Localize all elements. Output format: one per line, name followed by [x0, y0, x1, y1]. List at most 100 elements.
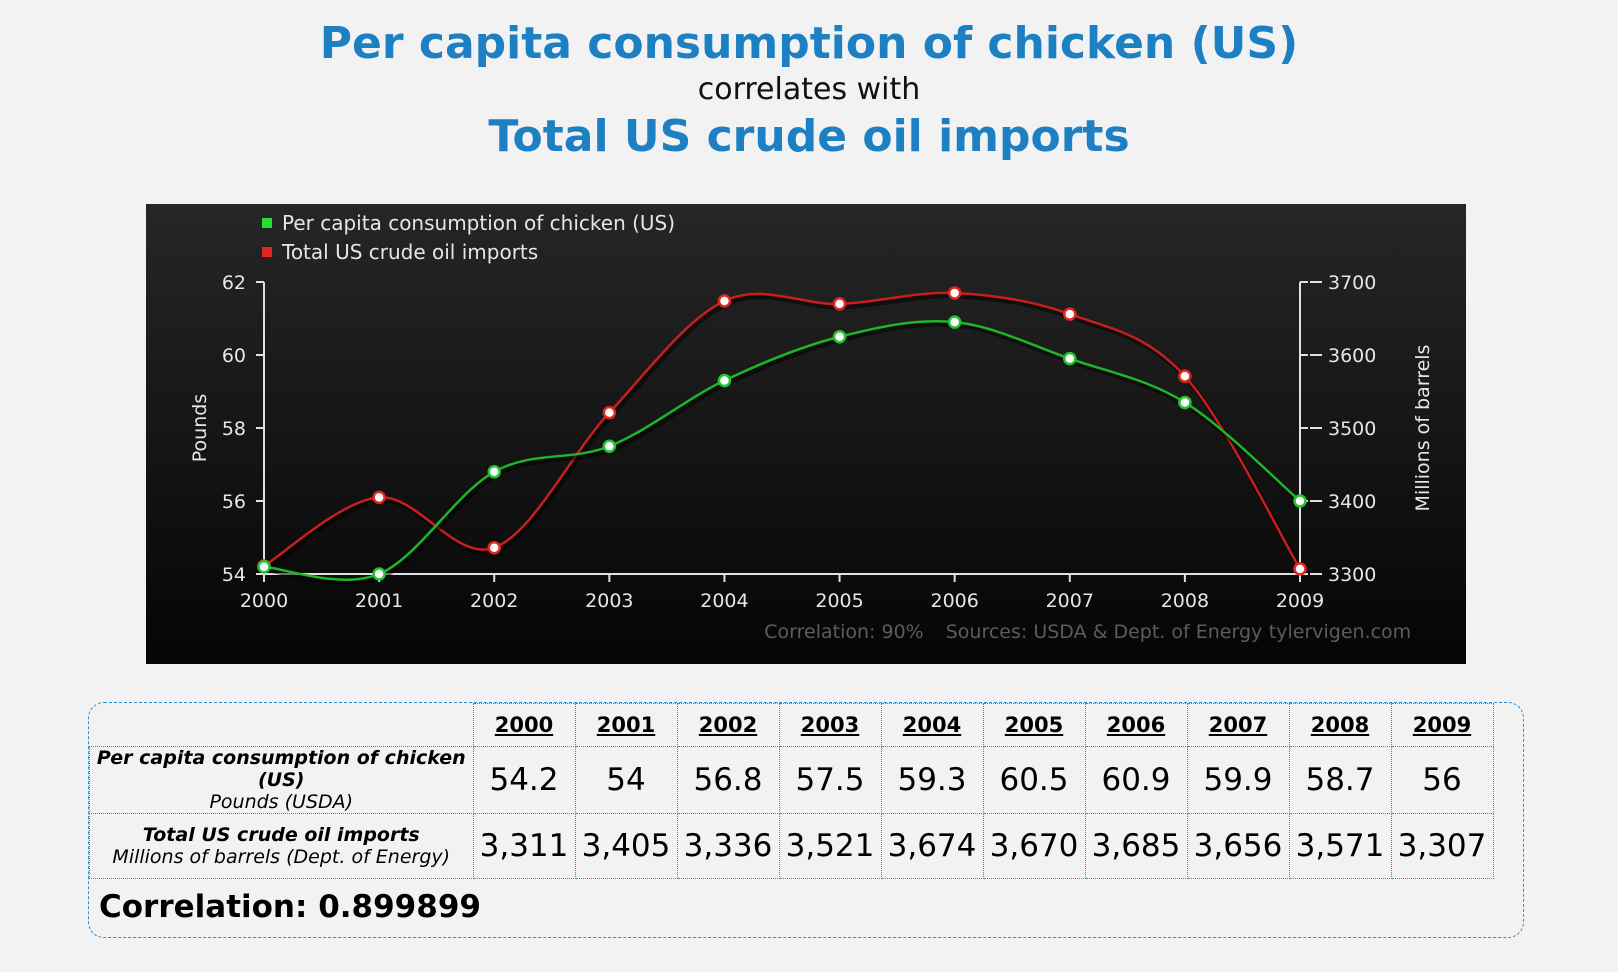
- x-tick-label: 2004: [700, 590, 748, 612]
- x-tick-label: 2002: [470, 590, 518, 612]
- data-point-chicken: [717, 373, 732, 388]
- data-point-chicken: [947, 315, 962, 329]
- line-chart: 54 56 58 60 62 3300 3400 3500 3600 3700 2000 2001 20…: [189, 211, 1434, 643]
- data-point-chicken: [372, 567, 386, 581]
- page-subtitle: Total US crude oil imports: [488, 111, 1130, 162]
- table-cell: 59.3: [880, 746, 984, 814]
- table-cell: 58.7: [1288, 746, 1392, 814]
- table-cell: 3,336: [676, 813, 780, 879]
- data-point-oil: [372, 490, 386, 505]
- data-point-chicken: [487, 465, 501, 479]
- x-tick-label: 2008: [1161, 590, 1209, 612]
- data-point-oil: [1063, 307, 1077, 321]
- y-right-axis-label: Millions of barrels: [1412, 345, 1434, 512]
- row-label: Total US crude oil imports Millions of b…: [89, 813, 474, 879]
- table-cell: 56.8: [676, 746, 780, 814]
- data-point-oil: [1293, 562, 1307, 576]
- x-tick-label: 2009: [1276, 590, 1324, 612]
- data-point-chicken: [602, 439, 617, 453]
- y-right-tick-label: 3500: [1328, 418, 1376, 440]
- table-row: Per capita consumption of chicken (US) P…: [89, 746, 1494, 814]
- row-label-title: Per capita consumption of chicken (US): [96, 747, 466, 791]
- table-year-header: 2000: [472, 703, 576, 747]
- table-corner: [89, 703, 474, 747]
- data-point-chicken: [1178, 395, 1192, 410]
- legend-swatch-oil: [262, 247, 272, 257]
- data-point-oil: [1178, 369, 1192, 383]
- row-label-unit: Pounds (USDA): [209, 791, 354, 813]
- row-label: Per capita consumption of chicken (US) P…: [89, 746, 474, 814]
- table-cell: 3,311: [472, 813, 576, 879]
- table-year-header: 2006: [1084, 703, 1188, 747]
- series-line-shadow: [264, 293, 1305, 574]
- y-left-tick-label: 62: [222, 272, 246, 294]
- table-year-header: 2009: [1390, 703, 1494, 747]
- table-cell: 3,307: [1390, 813, 1494, 879]
- data-table: 2000 2001 2002 2003 2004 2005 2006 2007 2008 2009…: [89, 703, 1494, 879]
- data-point-chicken: [1063, 351, 1077, 366]
- y-left-tick-label: 60: [222, 345, 246, 367]
- table-cell: 3,670: [982, 813, 1086, 879]
- data-point-oil: [947, 286, 962, 300]
- x-tick-label: 2003: [585, 590, 633, 612]
- x-tick-label: 2007: [1046, 590, 1094, 612]
- table-cell: 3,521: [778, 813, 882, 879]
- table-row: Total US crude oil imports Millions of b…: [89, 813, 1494, 879]
- correlation-value: Correlation: 0.899899: [99, 889, 481, 925]
- table-cell: 54.2: [472, 746, 576, 814]
- series-line-shadow: [265, 321, 1304, 586]
- x-tick-label: 2000: [240, 590, 288, 612]
- data-point-chicken: [257, 559, 271, 574]
- y-left-axis-label: Pounds: [189, 394, 211, 462]
- table-cell: 59.9: [1186, 746, 1290, 814]
- footer-correlation: Correlation: 90%: [764, 621, 923, 643]
- table-header-row: 2000 2001 2002 2003 2004 2005 2006 2007 2008 2009: [89, 703, 1494, 747]
- page-title: Per capita consumption of chicken (US): [319, 18, 1299, 69]
- legend-label-oil: Total US crude oil imports: [281, 240, 538, 264]
- table-cell: 60.5: [982, 746, 1086, 814]
- table-cell: 54: [574, 746, 678, 814]
- y-right-tick-label: 3700: [1328, 272, 1376, 294]
- row-label-title: Total US crude oil imports: [142, 824, 420, 846]
- table-year-header: 2004: [880, 703, 984, 747]
- table-year-header: 2003: [778, 703, 882, 747]
- y-left-tick-label: 54: [222, 564, 246, 586]
- y-right-tick-label: 3600: [1328, 345, 1376, 367]
- table-year-header: 2005: [982, 703, 1086, 747]
- table-year-header: 2002: [676, 703, 780, 747]
- series-line-oil: [263, 291, 1302, 570]
- y-left-tick-label: 58: [222, 418, 246, 440]
- table-cell: 57.5: [778, 746, 882, 814]
- table-cell: 56: [1390, 746, 1494, 814]
- footer-sources: Sources: USDA & Dept. of Energy: [946, 621, 1263, 643]
- table-year-header: 2008: [1288, 703, 1392, 747]
- x-tick-label: 2006: [930, 590, 978, 612]
- data-point-oil: [832, 297, 847, 311]
- x-tick-label: 2005: [815, 590, 863, 612]
- table-cell: 60.9: [1084, 746, 1188, 814]
- table-cell: 3,685: [1084, 813, 1188, 879]
- row-label-unit: Millions of barrels (Dept. of Energy): [112, 846, 451, 868]
- legend-swatch-chicken: [262, 218, 272, 228]
- x-tick-label: 2001: [355, 590, 403, 612]
- y-right-tick-label: 3300: [1328, 564, 1376, 586]
- footer-site: tylervigen.com: [1269, 621, 1411, 643]
- data-point-oil: [602, 405, 617, 420]
- data-table-card: 2000 2001 2002 2003 2004 2005 2006 2007 2008 2009…: [88, 702, 1524, 938]
- table-year-header: 2001: [574, 703, 678, 747]
- chart-panel: 54 56 58 60 62 3300 3400 3500 3600 3700 2000 2001 20…: [146, 204, 1466, 664]
- data-point-oil: [717, 294, 732, 308]
- legend-label-chicken: Per capita consumption of chicken (US): [282, 211, 675, 235]
- table-cell: 3,656: [1186, 813, 1290, 879]
- y-left-tick-label: 56: [222, 491, 246, 513]
- data-point-oil: [487, 540, 501, 555]
- table-cell: 3,405: [574, 813, 678, 879]
- y-right-tick-label: 3400: [1328, 491, 1376, 513]
- title-connector: correlates with: [697, 72, 921, 107]
- series-line-chicken: [263, 320, 1301, 581]
- data-point-chicken: [832, 330, 847, 344]
- table-cell: 3,674: [880, 813, 984, 879]
- table-year-header: 2007: [1186, 703, 1290, 747]
- data-point-chicken: [1293, 494, 1307, 508]
- table-cell: 3,571: [1288, 813, 1392, 879]
